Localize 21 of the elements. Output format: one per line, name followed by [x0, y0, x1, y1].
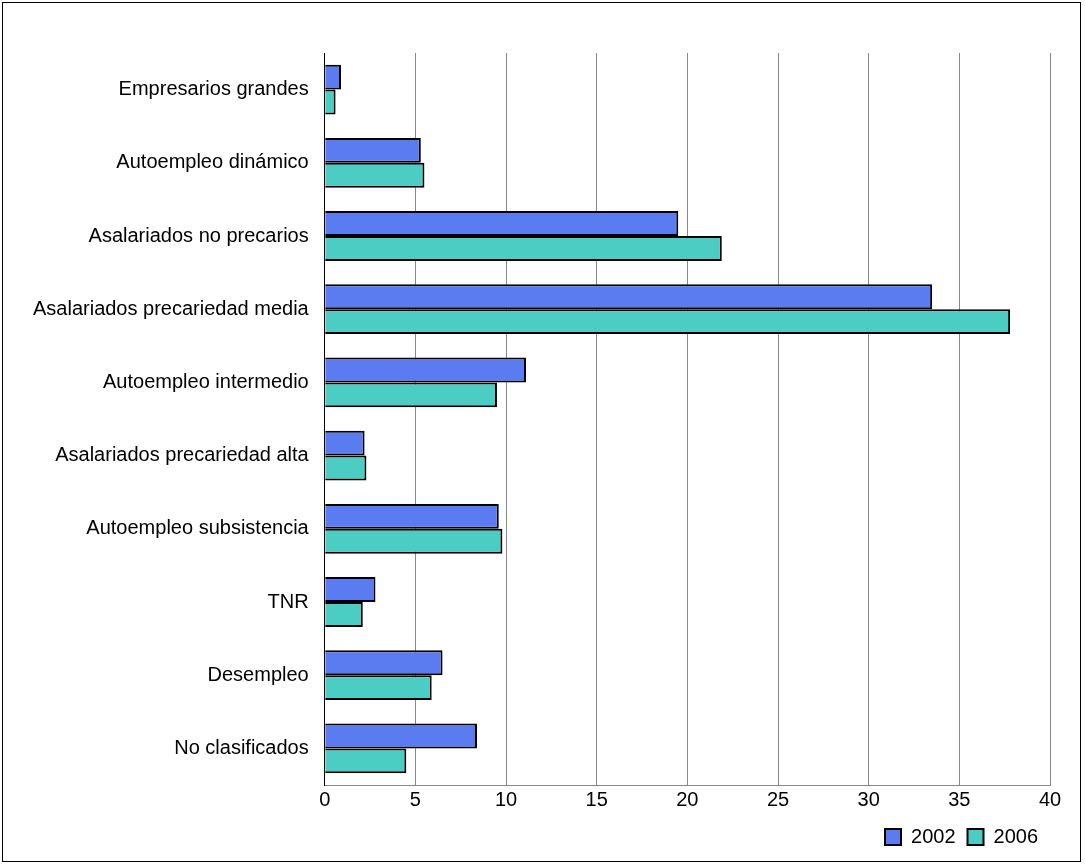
y-tick-label: Autoempleo dinámico — [116, 150, 309, 173]
x-tick-label: 20 — [676, 787, 699, 810]
legend-label: 2002 — [911, 824, 956, 847]
x-tick-label: 15 — [585, 787, 608, 810]
y-tick-label: Autoempleo intermedio — [103, 369, 309, 392]
y-tick-label: Asalariados precariedad media — [32, 296, 310, 319]
x-tick-label: 0 — [319, 787, 331, 810]
y-tick-label: Asalariados no precarios — [88, 223, 309, 246]
y-tick-label: Autoempleo subsistencia — [86, 516, 310, 539]
x-tick-label: 30 — [857, 787, 880, 810]
x-tick-label: 5 — [409, 787, 421, 810]
x-tick-label: 40 — [1038, 787, 1062, 810]
x-tick-label: 10 — [494, 787, 518, 810]
y-tick-label: No clasificados — [174, 735, 309, 758]
y-tick-label: Desempleo — [207, 662, 309, 685]
y-tick-label: TNR — [267, 589, 309, 612]
x-tick-label: 25 — [766, 787, 790, 810]
y-tick-label: Asalariados precariedad alta — [55, 443, 310, 466]
legend-label: 2006 — [993, 824, 1039, 847]
x-tick-label: 35 — [948, 787, 971, 810]
y-tick-label: Empresarios grandes — [118, 77, 309, 100]
